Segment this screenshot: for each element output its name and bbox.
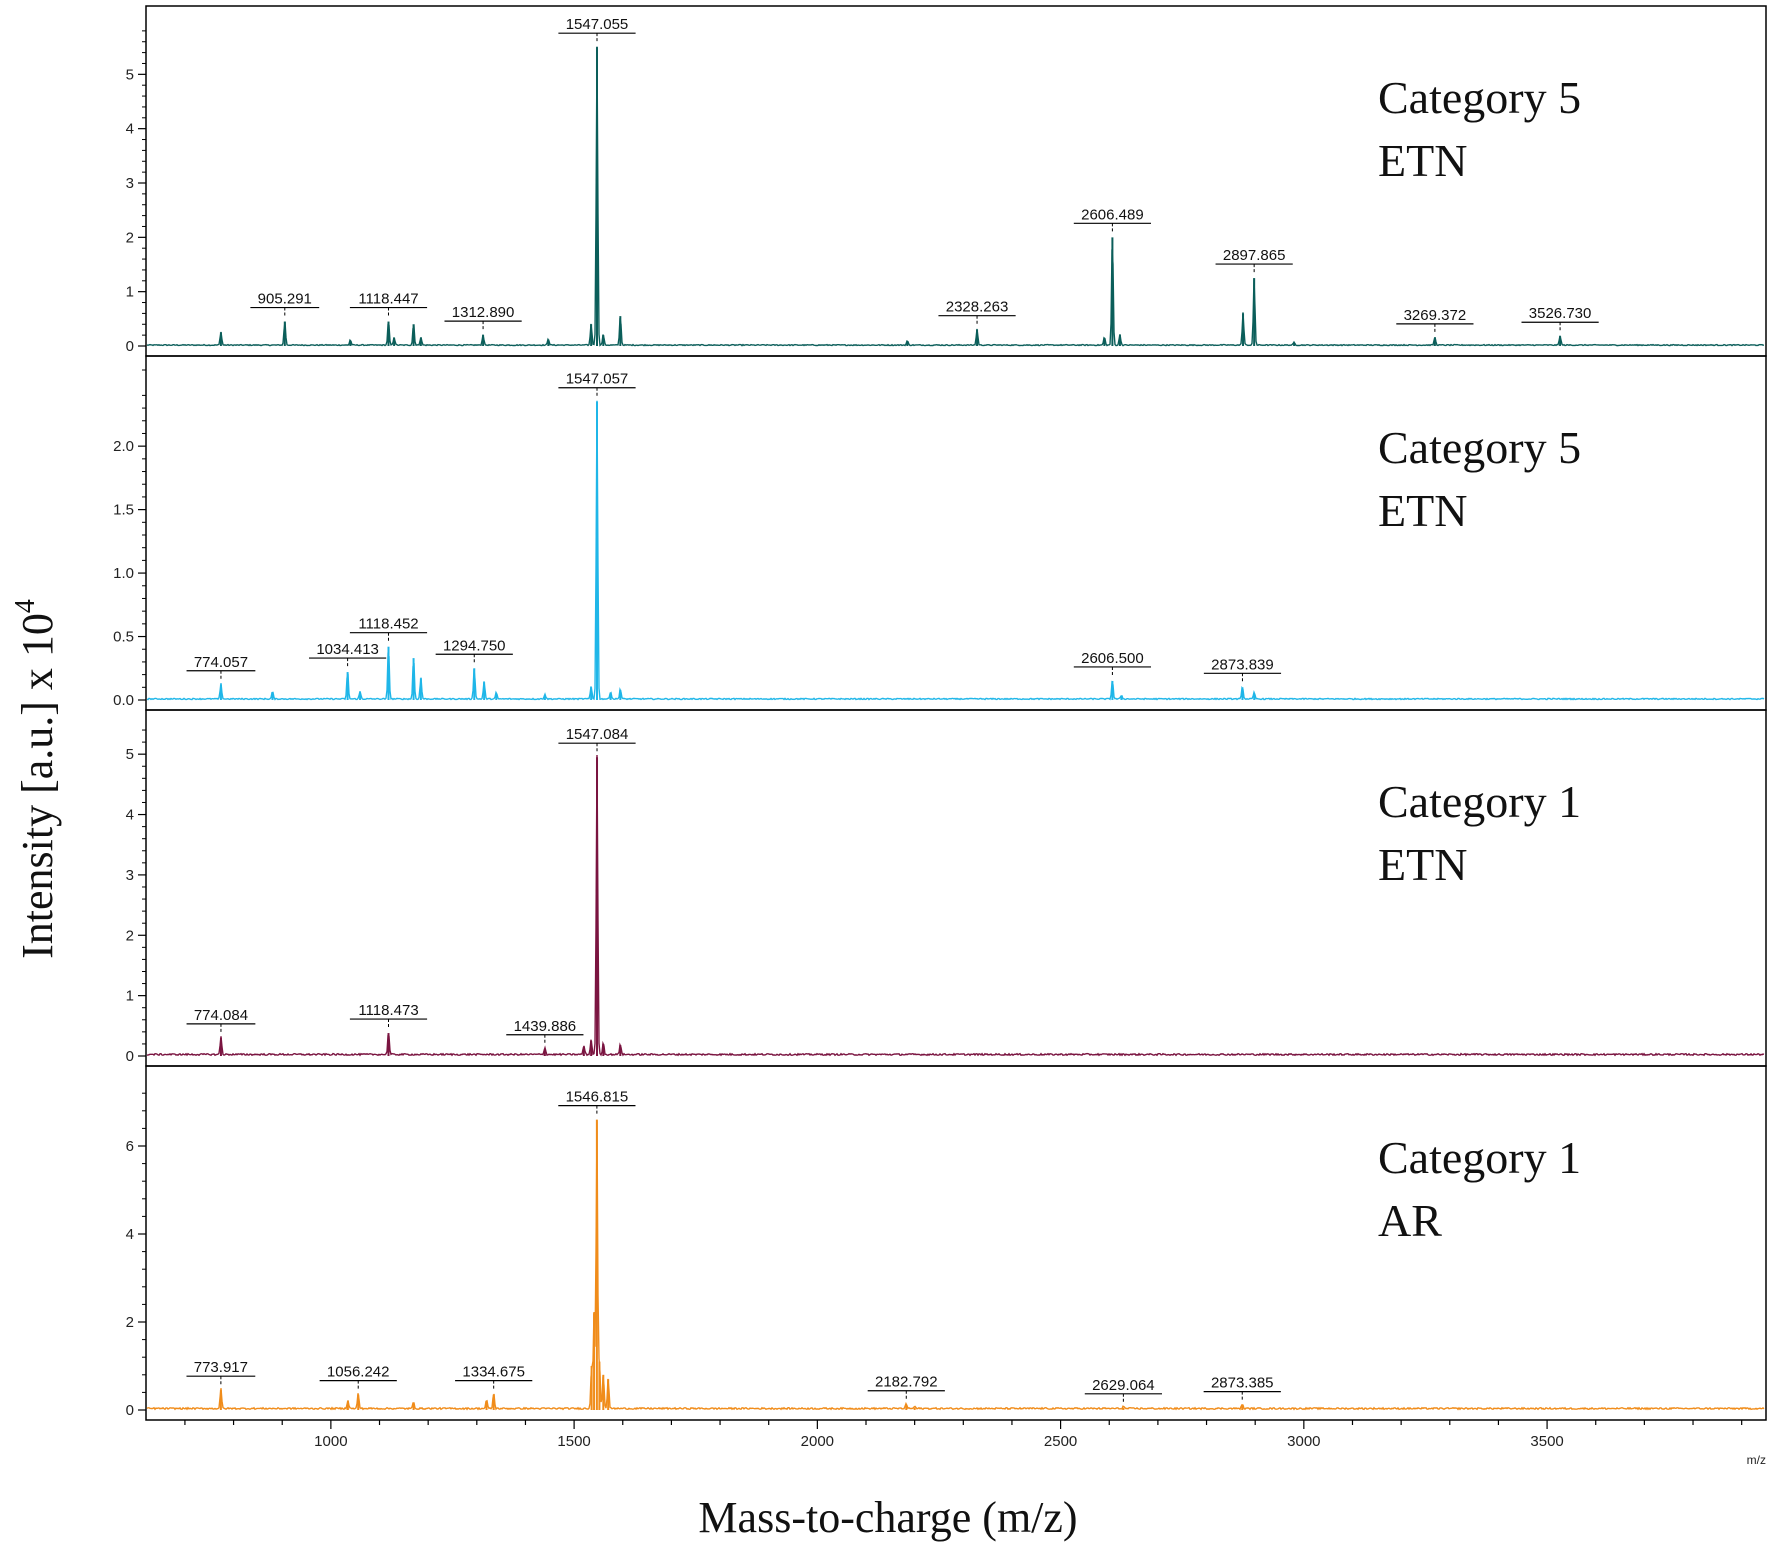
y-tick-label: 2 bbox=[126, 1314, 134, 1331]
spectrum-panel-3: 0 1 2 3 4 5 774.084 1118.473 1439.886 1547.084 Cat… bbox=[126, 709, 1767, 1067]
x-tick-label: 1500 bbox=[557, 1433, 590, 1450]
peak-label: 1118.473 bbox=[358, 1002, 418, 1019]
y-axis-title: Intensity [a.u.] x 104 bbox=[10, 599, 62, 959]
y-tick-label: 3 bbox=[126, 175, 134, 192]
y-tick-label: 1 bbox=[126, 284, 134, 301]
peak-label: 1118.447 bbox=[358, 291, 418, 308]
peak-label: 1547.084 bbox=[566, 726, 629, 743]
spectrum-panel-1: 0 1 2 3 4 5 905.291 1118.447 1312.890 1547.055 232… bbox=[126, 5, 1767, 357]
spectrum-trace bbox=[146, 400, 1765, 701]
peak-label: 2328.263 bbox=[946, 299, 1009, 316]
y-tick-label: 1.0 bbox=[113, 565, 134, 582]
peak-label: 1034.413 bbox=[316, 641, 379, 658]
x-tick-label: 3000 bbox=[1287, 1433, 1320, 1450]
y-tick-label: 2 bbox=[126, 229, 134, 246]
peak-label: 1547.055 bbox=[566, 16, 629, 33]
peak-label: 1118.452 bbox=[358, 616, 418, 633]
peak-label: 2897.865 bbox=[1223, 247, 1286, 264]
peak-label: 905.291 bbox=[258, 291, 312, 308]
peak-label: 2873.385 bbox=[1211, 1375, 1274, 1392]
panel-sample-label: AR bbox=[1378, 1195, 1442, 1246]
peak-label: 1334.675 bbox=[462, 1364, 525, 1381]
peak-label: 3526.730 bbox=[1529, 305, 1592, 322]
panel-sample-label: ETN bbox=[1378, 839, 1467, 890]
peak-label: 774.084 bbox=[194, 1007, 248, 1024]
peak-label: 1294.750 bbox=[443, 637, 506, 654]
y-tick-label: 3 bbox=[126, 867, 134, 884]
panel-category-label: Category 1 bbox=[1378, 1132, 1581, 1183]
y-tick-label: 5 bbox=[126, 66, 134, 83]
spectrum-trace bbox=[146, 46, 1765, 347]
y-tick-label: 4 bbox=[126, 1226, 134, 1243]
peak-label: 774.057 bbox=[194, 654, 248, 671]
panel-category-label: Category 1 bbox=[1378, 776, 1581, 827]
x-axis: 1000 1500 2000 2500 3000 3500 bbox=[184, 1420, 1743, 1450]
peak-label: 3269.372 bbox=[1404, 307, 1467, 324]
peak-label: 2606.489 bbox=[1081, 206, 1144, 223]
x-axis-unit: m/z bbox=[1747, 1453, 1766, 1467]
peak-label: 773.917 bbox=[194, 1359, 248, 1376]
y-tick-label: 4 bbox=[126, 121, 134, 138]
peak-label: 2182.792 bbox=[875, 1374, 938, 1391]
panel-category-label: Category 5 bbox=[1378, 72, 1581, 123]
peak-label: 2629.064 bbox=[1092, 1377, 1155, 1394]
y-tick-label: 1.5 bbox=[113, 502, 134, 519]
x-tick-label: 2000 bbox=[801, 1433, 834, 1450]
x-tick-label: 2500 bbox=[1044, 1433, 1077, 1450]
y-tick-label: 1 bbox=[126, 988, 134, 1005]
y-tick-label: 5 bbox=[126, 746, 134, 763]
y-tick-label: 0 bbox=[126, 338, 134, 355]
y-tick-label: 0 bbox=[126, 1048, 134, 1065]
peak-label: 1547.057 bbox=[566, 371, 629, 388]
x-tick-label: 3500 bbox=[1530, 1433, 1563, 1450]
spectrum-trace bbox=[147, 754, 1765, 1057]
peak-label: 2873.839 bbox=[1211, 656, 1274, 673]
y-tick-label: 0.0 bbox=[113, 692, 134, 709]
y-axis-title-exponent: 4 bbox=[10, 599, 41, 613]
y-tick-label: 0.5 bbox=[113, 629, 134, 646]
peak-label: 2606.500 bbox=[1081, 650, 1144, 667]
x-tick-label: 1000 bbox=[314, 1433, 347, 1450]
spectrum-trace bbox=[146, 1121, 1765, 1411]
panel-category-label: Category 5 bbox=[1378, 422, 1581, 473]
y-tick-label: 2.0 bbox=[113, 438, 134, 455]
y-tick-label: 2 bbox=[126, 927, 134, 944]
y-axis-title-text: Intensity [a.u.] x 10 bbox=[13, 613, 62, 959]
panel-sample-label: ETN bbox=[1378, 135, 1467, 186]
peak-label: 1546.815 bbox=[566, 1089, 629, 1106]
panel-frame bbox=[145, 1065, 1767, 1421]
y-tick-label: 0 bbox=[126, 1402, 134, 1419]
spectrum-panel-2: 0.0 0.5 1.0 1.5 2.0 774.057 1034.413 1118.452 12… bbox=[113, 355, 1767, 711]
y-tick-label: 6 bbox=[126, 1138, 134, 1155]
x-axis-title: Mass-to-charge (m/z) bbox=[698, 1493, 1077, 1542]
peak-label: 1056.242 bbox=[327, 1364, 390, 1381]
spectrum-panel-4: 0 2 4 6 773.917 1056.242 1334.675 1546.815 2182.… bbox=[126, 1065, 1767, 1421]
panel-sample-label: ETN bbox=[1378, 485, 1467, 536]
y-tick-label: 4 bbox=[126, 807, 134, 824]
peak-label: 1439.886 bbox=[514, 1018, 577, 1035]
peak-label: 1312.890 bbox=[452, 304, 515, 321]
